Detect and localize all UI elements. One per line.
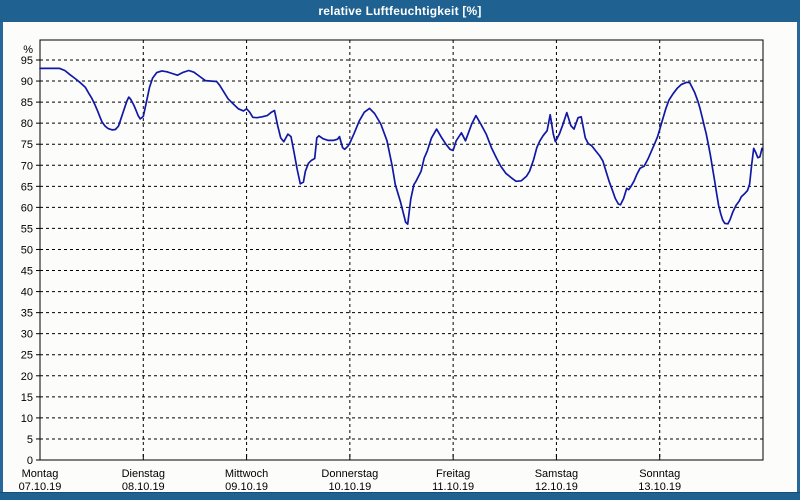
y-axis-tick-label: 5 [27,434,33,446]
day-name-label: Mittwoch [225,468,268,480]
window-bottom-bar [0,492,800,500]
day-name-label: Montag [22,468,59,480]
y-axis-tick-label: 45 [21,266,33,278]
y-axis-tick-label: 25 [21,350,33,362]
day-name-label: Samstag [535,468,578,480]
y-axis-tick-label: 80 [21,118,33,130]
title-bar[interactable]: relative Luftfeuchtigkeit [%] [0,0,800,22]
window-border-right [797,22,800,500]
y-axis-tick-label: 20 [21,371,33,383]
y-axis-tick-label: 75 [21,139,33,151]
y-axis-tick-label: 70 [21,160,33,172]
y-axis-tick-label: 10 [21,413,33,425]
window-border-left [0,22,3,500]
y-axis-tick-label: 0 [27,455,33,467]
window-title: relative Luftfeuchtigkeit [%] [318,4,482,18]
y-axis-tick-label: 90 [21,76,33,88]
y-axis-tick-label: 15 [21,392,33,404]
y-axis-tick-label: 95 [21,55,33,67]
y-axis-unit-label: % [23,44,33,56]
day-name-label: Donnerstag [321,468,378,480]
plot-frame [39,39,764,461]
y-axis-tick-label: 40 [21,287,33,299]
y-axis-tick-label: 50 [21,244,33,256]
y-axis-tick-label: 30 [21,329,33,341]
day-name-label: Freitag [436,468,470,480]
y-axis-tick-label: 65 [21,181,33,193]
y-axis-tick-label: 55 [21,223,33,235]
humidity-line [39,67,763,226]
y-axis-tick-label: 85 [21,97,33,109]
day-name-label: Sonntag [639,468,680,480]
y-axis-tick-label: 35 [21,308,33,320]
day-name-label: Dienstag [122,468,165,480]
y-axis-tick-label: 60 [21,202,33,214]
